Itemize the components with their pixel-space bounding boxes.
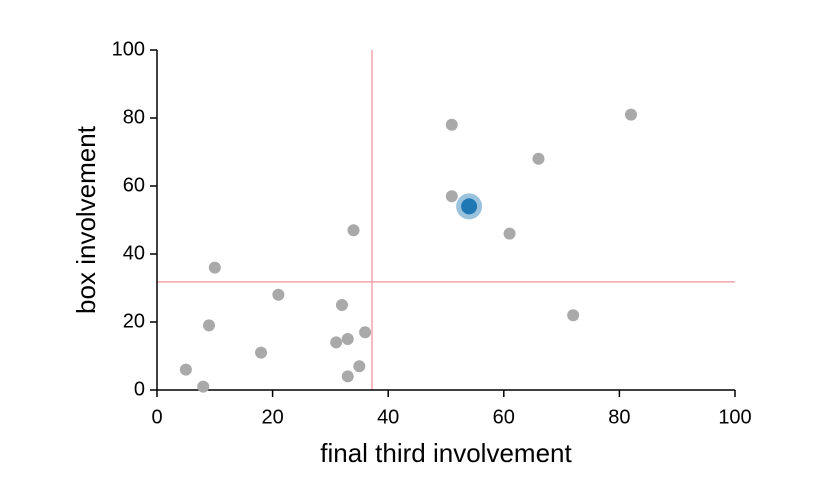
y-tick-label: 40 — [123, 242, 145, 264]
point — [624, 108, 637, 121]
point — [353, 360, 366, 373]
point — [208, 261, 221, 274]
x-tick-label: 100 — [718, 406, 751, 428]
y-tick-label: 0 — [134, 378, 145, 400]
x-tick-label: 20 — [261, 406, 283, 428]
y-tick-label: 80 — [123, 106, 145, 128]
point — [197, 380, 210, 393]
point — [341, 333, 354, 345]
y-axis-label: box involvement — [71, 125, 101, 314]
point — [567, 309, 580, 322]
point — [347, 224, 360, 237]
x-tick-label: 0 — [151, 406, 162, 428]
point — [179, 363, 192, 376]
point — [445, 118, 458, 131]
x-tick-label: 80 — [608, 406, 630, 428]
x-tick-label: 40 — [377, 406, 399, 428]
point — [335, 299, 348, 311]
point — [503, 227, 516, 240]
point — [461, 198, 478, 215]
point — [359, 326, 372, 339]
point — [330, 336, 343, 349]
x-tick-label: 60 — [493, 406, 515, 428]
y-tick-label: 100 — [112, 38, 145, 60]
point — [203, 319, 216, 332]
point — [445, 190, 458, 203]
y-tick-label: 20 — [123, 310, 145, 332]
point — [272, 288, 285, 301]
point — [341, 370, 354, 383]
x-axis-label: final third involvement — [320, 438, 572, 468]
point — [255, 346, 268, 359]
point — [532, 152, 545, 165]
y-tick-label: 60 — [123, 174, 145, 196]
